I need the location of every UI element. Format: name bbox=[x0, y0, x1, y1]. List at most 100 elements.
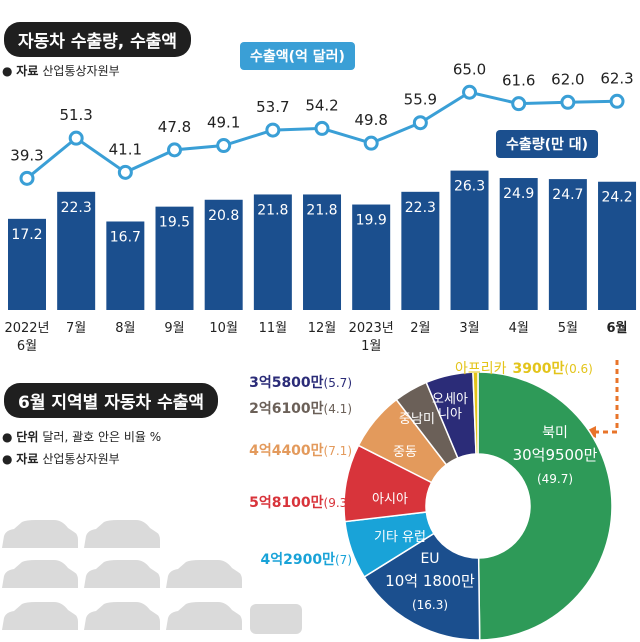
bar-value-label: 24.9 bbox=[503, 186, 534, 202]
note-label: 단위 bbox=[16, 430, 39, 444]
note-text: 산업통상자원부 bbox=[42, 452, 120, 466]
slice-label: 4억4400만(7.1) bbox=[180, 442, 352, 460]
slice-percent: (0.6) bbox=[564, 362, 593, 376]
line-point bbox=[412, 115, 428, 131]
bar bbox=[303, 194, 342, 310]
donut-slice bbox=[363, 532, 481, 641]
slice-name: 기타 유럽 bbox=[374, 530, 426, 545]
slice-percent: (9.3) bbox=[323, 496, 352, 510]
line-value-label: 51.3 bbox=[59, 106, 92, 124]
slice-name: 북미 bbox=[542, 425, 568, 441]
x-tick-label: 5월 bbox=[557, 321, 578, 336]
donut-slice bbox=[477, 371, 613, 641]
slice-name: EU bbox=[420, 551, 440, 567]
slice-percent: (5.7) bbox=[323, 376, 352, 390]
bar-value-label: 22.3 bbox=[61, 200, 92, 216]
line-value-label: 49.8 bbox=[354, 111, 387, 129]
bar-value-label: 24.7 bbox=[552, 187, 583, 203]
slice-amount: 2억6100만 bbox=[249, 401, 324, 417]
line-value-label: 55.9 bbox=[404, 91, 437, 109]
slice-name: 아시아 bbox=[372, 492, 408, 507]
slice-percent: (7) bbox=[335, 553, 352, 567]
x-tick-label: 3월 bbox=[459, 321, 480, 336]
bar bbox=[450, 170, 489, 310]
bar-value-label: 17.2 bbox=[11, 227, 42, 243]
slice-amount: 3900만 bbox=[512, 361, 565, 377]
slice-amount: 10억 1800만 bbox=[385, 572, 475, 590]
bar-value-label: 26.3 bbox=[454, 179, 485, 195]
slice-name: 아프리카 bbox=[455, 361, 507, 377]
bar bbox=[57, 191, 96, 310]
bar-value-label: 21.8 bbox=[306, 202, 337, 218]
source-note: ● 자료 산업통상자원부 bbox=[2, 452, 120, 466]
x-tick-label: 10월 bbox=[209, 321, 238, 336]
car-illustrations bbox=[2, 520, 302, 634]
line-point bbox=[117, 164, 133, 180]
line-point bbox=[19, 170, 35, 186]
bar bbox=[352, 204, 391, 310]
bar-value-label: 22.3 bbox=[405, 200, 436, 216]
bar-value-label: 21.8 bbox=[257, 202, 288, 218]
line-value-label: 53.7 bbox=[256, 98, 289, 116]
line-value-label: 62.3 bbox=[600, 69, 633, 87]
bar bbox=[401, 191, 440, 310]
line-value-label: 62.0 bbox=[551, 70, 584, 88]
line-point bbox=[511, 96, 527, 112]
line-point bbox=[314, 120, 330, 136]
bar bbox=[155, 206, 194, 310]
x-tick-label: 2023년 1월 bbox=[348, 321, 394, 354]
line-point bbox=[68, 130, 84, 146]
x-tick-label: 11월 bbox=[258, 321, 288, 336]
bar-value-label: 19.5 bbox=[159, 215, 190, 231]
slice-amount: 5억8100만 bbox=[249, 495, 324, 511]
line-point bbox=[216, 138, 232, 154]
slice-amount: 4억4400만 bbox=[249, 443, 324, 459]
slice-label: 3억5800만(5.7) bbox=[180, 374, 352, 392]
line-value-label: 65.0 bbox=[453, 60, 486, 78]
source-text: 산업통상자원부 bbox=[42, 64, 120, 78]
bar bbox=[548, 179, 587, 310]
x-tick-label: 12월 bbox=[307, 321, 337, 336]
legend-line: 수출액(억 달러) bbox=[240, 42, 355, 70]
slice-amount: 30억9500만 bbox=[512, 446, 598, 464]
slice-percent: (16.3) bbox=[411, 598, 449, 612]
bar bbox=[8, 218, 46, 310]
slice-percent: (7.1) bbox=[323, 444, 352, 458]
bar-value-label: 19.9 bbox=[356, 213, 387, 229]
line-point bbox=[609, 93, 625, 109]
slice-amount: 4억2900만 bbox=[260, 552, 335, 568]
line-value-label: 61.6 bbox=[502, 72, 535, 90]
source-label: 자료 bbox=[16, 64, 39, 78]
pointer-arrow bbox=[594, 360, 619, 434]
bar bbox=[253, 194, 292, 310]
bar-value-label: 20.8 bbox=[208, 208, 239, 224]
chart-title: 자동차 수출량, 수출액 bbox=[4, 22, 192, 57]
line-value-label: 39.3 bbox=[10, 146, 43, 164]
source: ● 자료 산업통상자원부 bbox=[2, 64, 120, 78]
line-value-label: 54.2 bbox=[305, 96, 338, 114]
slice-amount: 3억5800만 bbox=[249, 375, 324, 391]
note-label: 자료 bbox=[16, 452, 39, 466]
x-tick-label: 7월 bbox=[66, 321, 87, 336]
line-value-label: 49.1 bbox=[207, 114, 240, 132]
bar bbox=[598, 181, 637, 310]
line-point bbox=[167, 142, 183, 158]
legend-bar: 수출량(만 대) bbox=[496, 130, 599, 158]
line-point bbox=[265, 122, 281, 138]
note-text: 달러, 괄호 안은 비율 % bbox=[42, 430, 162, 444]
x-tick-label: 6월 bbox=[606, 321, 628, 336]
slice-label: 2억6100만(4.1) bbox=[180, 400, 352, 418]
line-value-label: 41.1 bbox=[109, 140, 142, 158]
line-point bbox=[560, 94, 576, 110]
x-tick-label: 9월 bbox=[164, 321, 185, 336]
bar-value-label: 16.7 bbox=[110, 229, 141, 245]
bar bbox=[499, 178, 538, 310]
bar bbox=[106, 221, 145, 310]
line-point bbox=[462, 84, 478, 100]
unit-note: ● 단위 달러, 괄호 안은 비율 % bbox=[2, 430, 162, 444]
slice-label: 아프리카 3900만(0.6) bbox=[455, 360, 640, 378]
x-tick-label: 8월 bbox=[115, 321, 136, 336]
bar bbox=[204, 199, 243, 310]
slice-percent: (49.7) bbox=[536, 472, 574, 486]
